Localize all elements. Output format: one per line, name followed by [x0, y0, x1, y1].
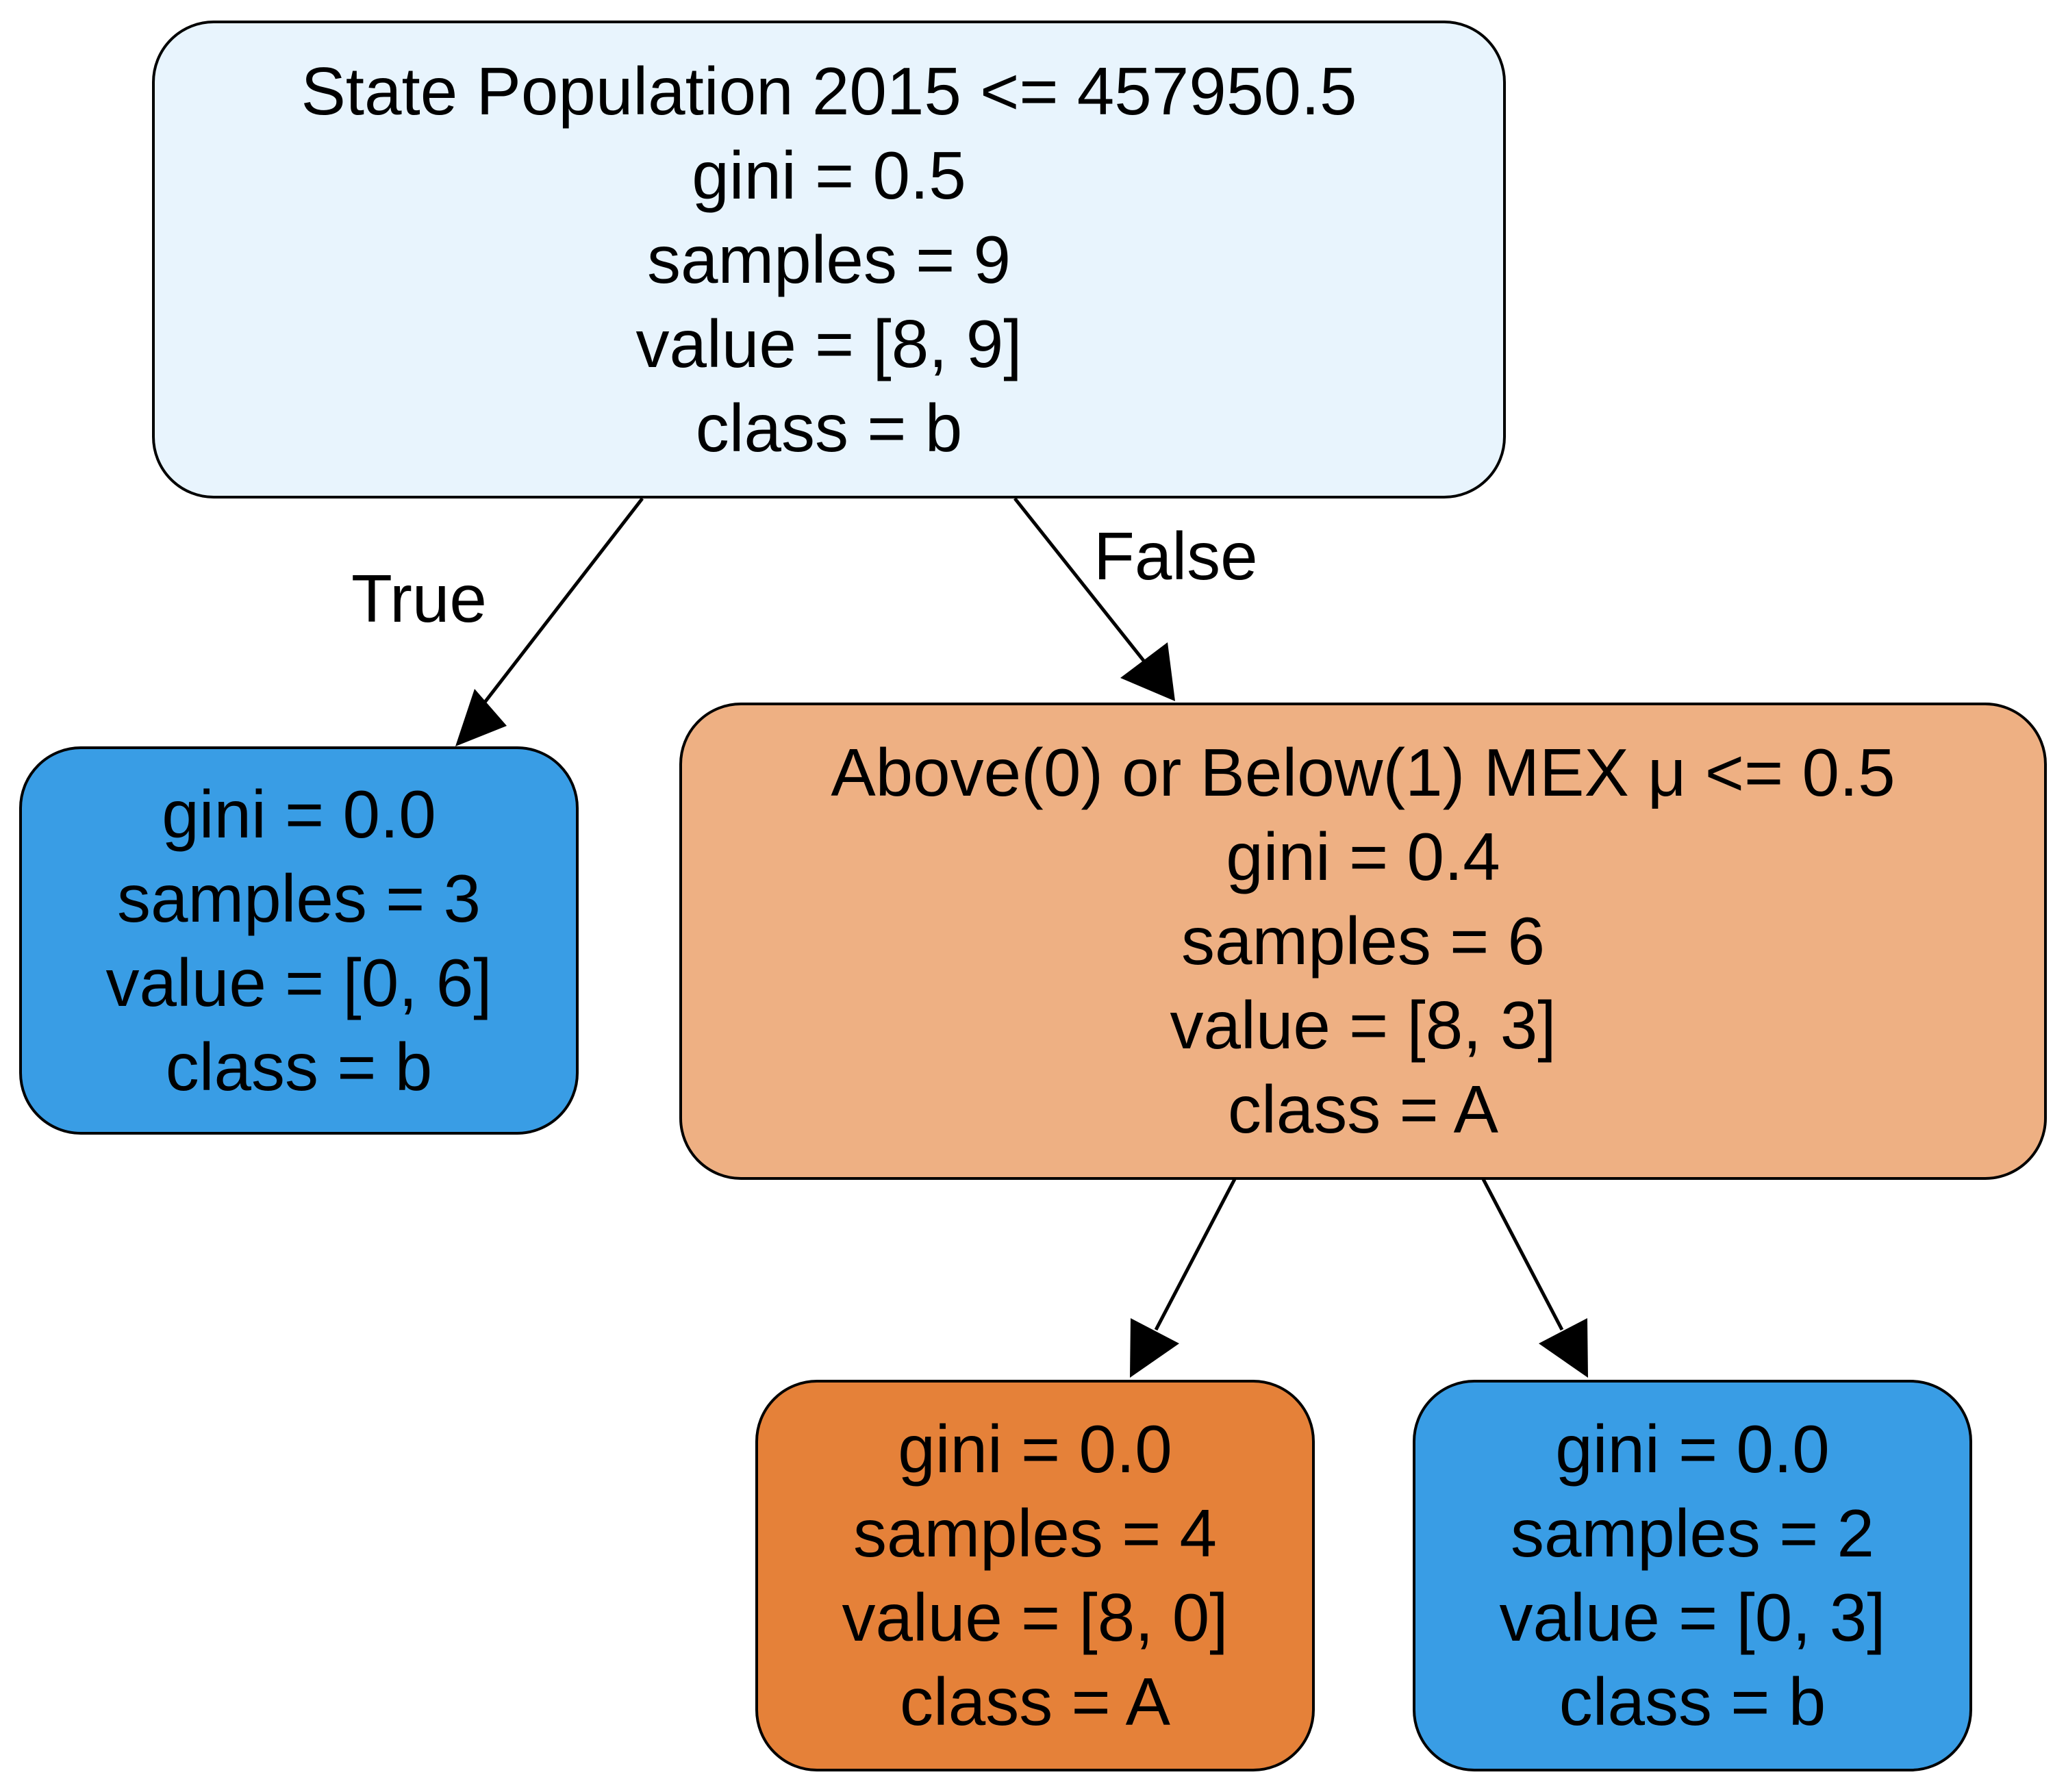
node-gini: gini = 0.0	[898, 1411, 1172, 1487]
edge-label-true: True	[351, 561, 487, 636]
edge-root-to-left-leaf	[455, 497, 644, 746]
arrowhead-icon	[1130, 1318, 1179, 1378]
node-condition: Above(0) or Below(1) MEX μ <= 0.5	[831, 735, 1895, 810]
node-class: class = b	[695, 390, 963, 466]
node-class: class = A	[1228, 1072, 1498, 1147]
node-gini: gini = 0.4	[1226, 819, 1500, 894]
node-value: value = [8, 3]	[1170, 987, 1557, 1063]
edge-split-to-leaf-a	[1130, 1178, 1237, 1378]
node-samples: samples = 4	[853, 1496, 1218, 1571]
node-class: class = b	[1559, 1664, 1826, 1739]
tree-node-leaf-b: gini = 0.0 samples = 2 value = [0, 3] cl…	[1413, 1380, 1972, 1771]
node-samples: samples = 2	[1510, 1496, 1875, 1571]
node-samples: samples = 6	[1181, 903, 1546, 979]
tree-node-root: State Population 2015 <= 457950.5 gini =…	[152, 21, 1506, 499]
node-class: class = b	[165, 1028, 433, 1105]
node-gini: gini = 0.0	[162, 776, 436, 852]
edge-split-to-leaf-b	[1481, 1178, 1588, 1378]
node-samples: samples = 3	[116, 860, 481, 936]
tree-node-split: Above(0) or Below(1) MEX μ <= 0.5 gini =…	[679, 703, 2047, 1180]
node-value: value = [8, 0]	[842, 1580, 1229, 1655]
arrowhead-icon	[1539, 1318, 1588, 1378]
arrowhead-icon	[455, 689, 507, 746]
node-gini: gini = 0.5	[692, 137, 966, 213]
node-gini: gini = 0.0	[1555, 1411, 1830, 1487]
node-samples: samples = 9	[646, 221, 1011, 297]
node-class: class = A	[900, 1664, 1170, 1739]
node-value: value = [8, 9]	[635, 305, 1022, 381]
edge-label-false: False	[1094, 518, 1258, 594]
node-value: value = [0, 3]	[1499, 1580, 1886, 1655]
edge-root-to-split	[1013, 497, 1175, 701]
node-value: value = [0, 6]	[105, 944, 492, 1020]
node-condition: State Population 2015 <= 457950.5	[301, 53, 1357, 129]
arrowhead-icon	[1120, 642, 1175, 701]
tree-node-leaf-a: gini = 0.0 samples = 4 value = [8, 0] cl…	[755, 1380, 1315, 1771]
tree-node-left-leaf: gini = 0.0 samples = 3 value = [0, 6] cl…	[19, 746, 579, 1135]
